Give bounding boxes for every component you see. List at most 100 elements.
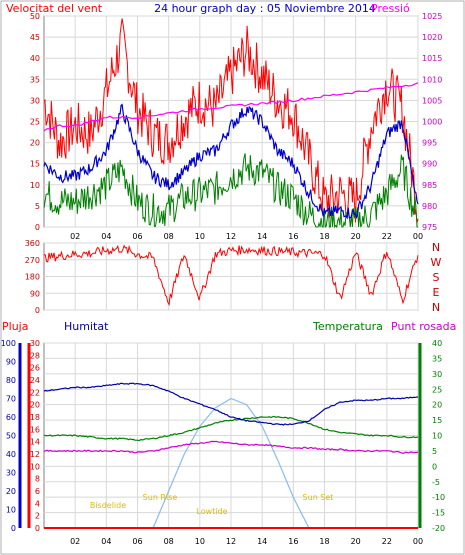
humidity-tick-label: 0 [11,524,16,533]
humidity-tick-label: 20 [6,487,16,496]
pressure-tick-label: 1000 [422,118,442,127]
rain-tick-label: 6 [35,487,40,496]
pressure-tick-label: 990 [422,160,437,169]
x-tick-label: 14 [257,232,267,241]
pressure-tick-label: 975 [422,223,437,232]
pressure-tick-label: 1015 [422,54,442,63]
graph-date-title: 24 hour graph day : 05 Noviembre 2014 [154,2,376,15]
pressure-tick-label: 985 [422,181,437,190]
sun-label-sunrise: Sun Rise [143,493,178,502]
rain-tick-label: 22 [30,388,40,397]
humidity-tick-label: 30 [6,469,16,478]
sun-label-sunset: Sun Set [303,493,334,502]
wind-direction-series [43,244,419,307]
wind-direction-tick-label: 0 [35,306,40,315]
humidity-temperature-series [43,382,419,529]
pressure-axis: 975 980 985 990 995 1000 1005 1010 1015 1020 1025 [422,12,442,232]
sun-label-night-start: Bisdelide [90,501,126,510]
x-tick-label: 06 [132,537,142,546]
temperature-tick-label: 40 [432,339,442,348]
humidity-tick-label: 100 [1,339,16,348]
pressure-tick-label: 1025 [422,12,442,21]
wind-speed-tick-label: 0 [35,223,40,232]
wind-direction-axis: 0 90 180 270 360 [25,239,40,315]
wind-direction-tick-label: 90 [30,289,40,298]
temperature-tick-label: 0 [432,462,437,471]
x-tick-label: 16 [288,537,298,546]
rain-tick-label: 8 [35,475,40,484]
series-line-sun [152,397,310,529]
humidity-tick-label: 70 [6,395,16,404]
pressure-tick-label: 980 [422,202,437,211]
compass-label: N [432,241,440,254]
x-tick-label: 10 [195,537,205,546]
series-line-average [43,103,419,220]
temperature-tick-label: 15 [432,416,442,425]
wind-speed-tick-label: 30 [30,96,40,105]
temperature-tick-label: 35 [432,354,442,363]
rain-tick-label: 28 [30,351,40,360]
series-line-direction [43,244,419,307]
x-tick-label: 14 [257,537,267,546]
x-tick-label: 12 [226,232,236,241]
wind-pressure-grid [44,15,419,228]
humidity-tick-label: 80 [6,376,16,385]
x-tick-label: 00 [413,232,423,241]
humidity-title: Humitat [64,320,109,333]
wind-direction-grid [44,242,419,311]
wind-speed-tick-label: 35 [30,75,40,84]
pressure-title: Pressió [371,2,410,15]
temperature-tick-label: 30 [432,370,442,379]
compass-label: S [433,271,440,284]
x-tick-label: 22 [382,537,392,546]
wind-direction-tick-label: 270 [25,256,40,265]
rain-tick-label: 0 [35,524,40,533]
wind-speed-axis: 0 5 10 15 20 25 30 35 40 45 50 [30,12,40,232]
wind-speed-tick-label: 20 [30,139,40,148]
x-tick-label: 10 [195,232,205,241]
wind-speed-tick-label: 25 [30,118,40,127]
wind-pressure-x-axis: 02 04 06 08 10 12 14 16 18 20 22 00 [70,232,423,241]
rain-title: Pluja [2,320,28,333]
humidity-tick-label: 90 [6,358,16,367]
rain-tick-label: 12 [30,450,40,459]
series-line-humidity [43,382,419,426]
x-tick-label: 08 [164,537,174,546]
temperature-tick-label: 5 [432,447,437,456]
rain-tick-label: 20 [30,401,40,410]
x-tick-label: 02 [70,232,80,241]
x-tick-label: 00 [413,537,423,546]
wind-pressure-series [43,18,419,229]
pressure-tick-label: 1005 [422,96,442,105]
rain-tick-label: 26 [30,364,40,373]
humidity-temperature-grid [44,342,419,529]
compass-label: W [431,256,442,269]
wind-speed-tick-label: 40 [30,54,40,63]
x-tick-label: 22 [382,232,392,241]
x-tick-label: 06 [132,232,142,241]
sun-label-daylight: Lowtide [196,507,227,516]
wind-direction-tick-label: 180 [25,273,40,282]
x-tick-label: 20 [351,232,361,241]
sun-labels: Bisdelide Sun Rise Lowtide Sun Set [90,493,334,516]
rain-tick-label: 24 [30,376,40,385]
rain-tick-label: 4 [35,499,40,508]
temperature-tick-label: 25 [432,385,442,394]
series-line-temperature [43,415,419,442]
x-tick-label: 04 [101,537,111,546]
x-tick-label: 04 [101,232,111,241]
temperature-title: Temperatura [312,320,383,333]
x-tick-label: 02 [70,537,80,546]
x-tick-label: 08 [164,232,174,241]
compass-label: N [432,301,440,314]
x-tick-label: 18 [319,232,329,241]
dewpoint-title: Punt rosada [391,320,456,333]
temperature-tick-label: -15 [432,509,445,518]
pressure-tick-label: 995 [422,139,437,148]
temperature-axis: -20 -15 -10 -5 0 5 10 15 20 25 30 35 40 [432,339,445,533]
rain-tick-label: 18 [30,413,40,422]
